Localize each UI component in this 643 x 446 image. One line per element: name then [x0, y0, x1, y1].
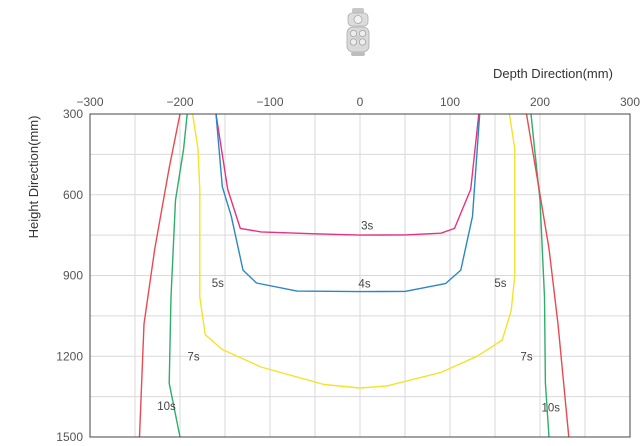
y-tick-label: 1200 [56, 349, 83, 363]
series-line [168, 113, 188, 438]
curve-labels: 3s 4s 5s 5s 7s 7s 10s 10s [157, 221, 560, 415]
series-line [215, 113, 481, 293]
x-tick-labels: −300 −200 −100 0 100 200 300 [76, 95, 640, 109]
y-tick-label: 600 [63, 188, 83, 202]
curve-label: 4s [358, 279, 370, 291]
x-tick-label: 200 [530, 95, 550, 109]
grid [90, 114, 630, 437]
x-tick-label: −200 [166, 95, 193, 109]
y-tick-labels: 300 600 900 1200 1500 [56, 107, 83, 444]
curves [138, 113, 570, 438]
x-tick-label: −100 [256, 95, 283, 109]
device-icon [346, 8, 370, 56]
x-tick-label: 100 [440, 95, 460, 109]
series-line [215, 113, 480, 236]
y-tick-label: 900 [63, 269, 83, 283]
curve-label: 3s [361, 221, 373, 233]
series-line [138, 113, 181, 438]
curve-label: 7s [520, 351, 532, 363]
series-line [525, 113, 570, 438]
x-tick-label: 0 [357, 95, 364, 109]
plot-frame [89, 113, 631, 438]
x-tick-label: 300 [620, 95, 640, 109]
curve-label: 10s [542, 402, 561, 414]
curve-label: 5s [212, 278, 224, 290]
x-axis-title: Depth Direction(mm) [493, 66, 613, 81]
series-line [530, 113, 550, 438]
y-tick-label: 1500 [56, 430, 83, 444]
curve-label: 7s [187, 351, 199, 363]
series-line [191, 113, 516, 389]
x-tick-label: −300 [76, 95, 103, 109]
curve-label: 10s [157, 401, 176, 413]
curve-label: 5s [494, 278, 506, 290]
y-tick-label: 300 [63, 107, 83, 121]
y-axis-title: Height Direction(mm) [26, 116, 41, 239]
